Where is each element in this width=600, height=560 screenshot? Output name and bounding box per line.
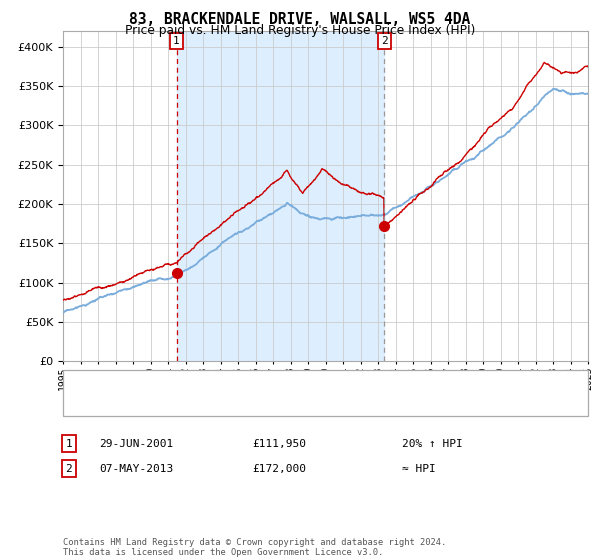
Text: 20% ↑ HPI: 20% ↑ HPI	[402, 438, 463, 449]
Bar	[176, 31, 384, 361]
Text: 07-MAY-2013: 07-MAY-2013	[99, 464, 173, 474]
Text: 29-JUN-2001: 29-JUN-2001	[99, 438, 173, 449]
Text: 83, BRACKENDALE DRIVE, WALSALL, WS5 4DA: 83, BRACKENDALE DRIVE, WALSALL, WS5 4DA	[130, 12, 470, 27]
Text: 1: 1	[173, 36, 180, 46]
Text: £172,000: £172,000	[252, 464, 306, 474]
Text: Price paid vs. HM Land Registry's House Price Index (HPI): Price paid vs. HM Land Registry's House …	[125, 24, 475, 37]
Text: Contains HM Land Registry data © Crown copyright and database right 2024.
This d: Contains HM Land Registry data © Crown c…	[63, 538, 446, 557]
Text: 2: 2	[65, 464, 73, 474]
Text: £111,950: £111,950	[252, 438, 306, 449]
Text: 83, BRACKENDALE DRIVE, WALSALL, WS5 4DA (detached house): 83, BRACKENDALE DRIVE, WALSALL, WS5 4DA …	[108, 377, 444, 387]
Text: 1: 1	[65, 438, 73, 449]
Text: HPI: Average price, detached house, Sandwell: HPI: Average price, detached house, Sand…	[108, 398, 372, 408]
Text: 2: 2	[381, 36, 388, 46]
Text: ≈ HPI: ≈ HPI	[402, 464, 436, 474]
